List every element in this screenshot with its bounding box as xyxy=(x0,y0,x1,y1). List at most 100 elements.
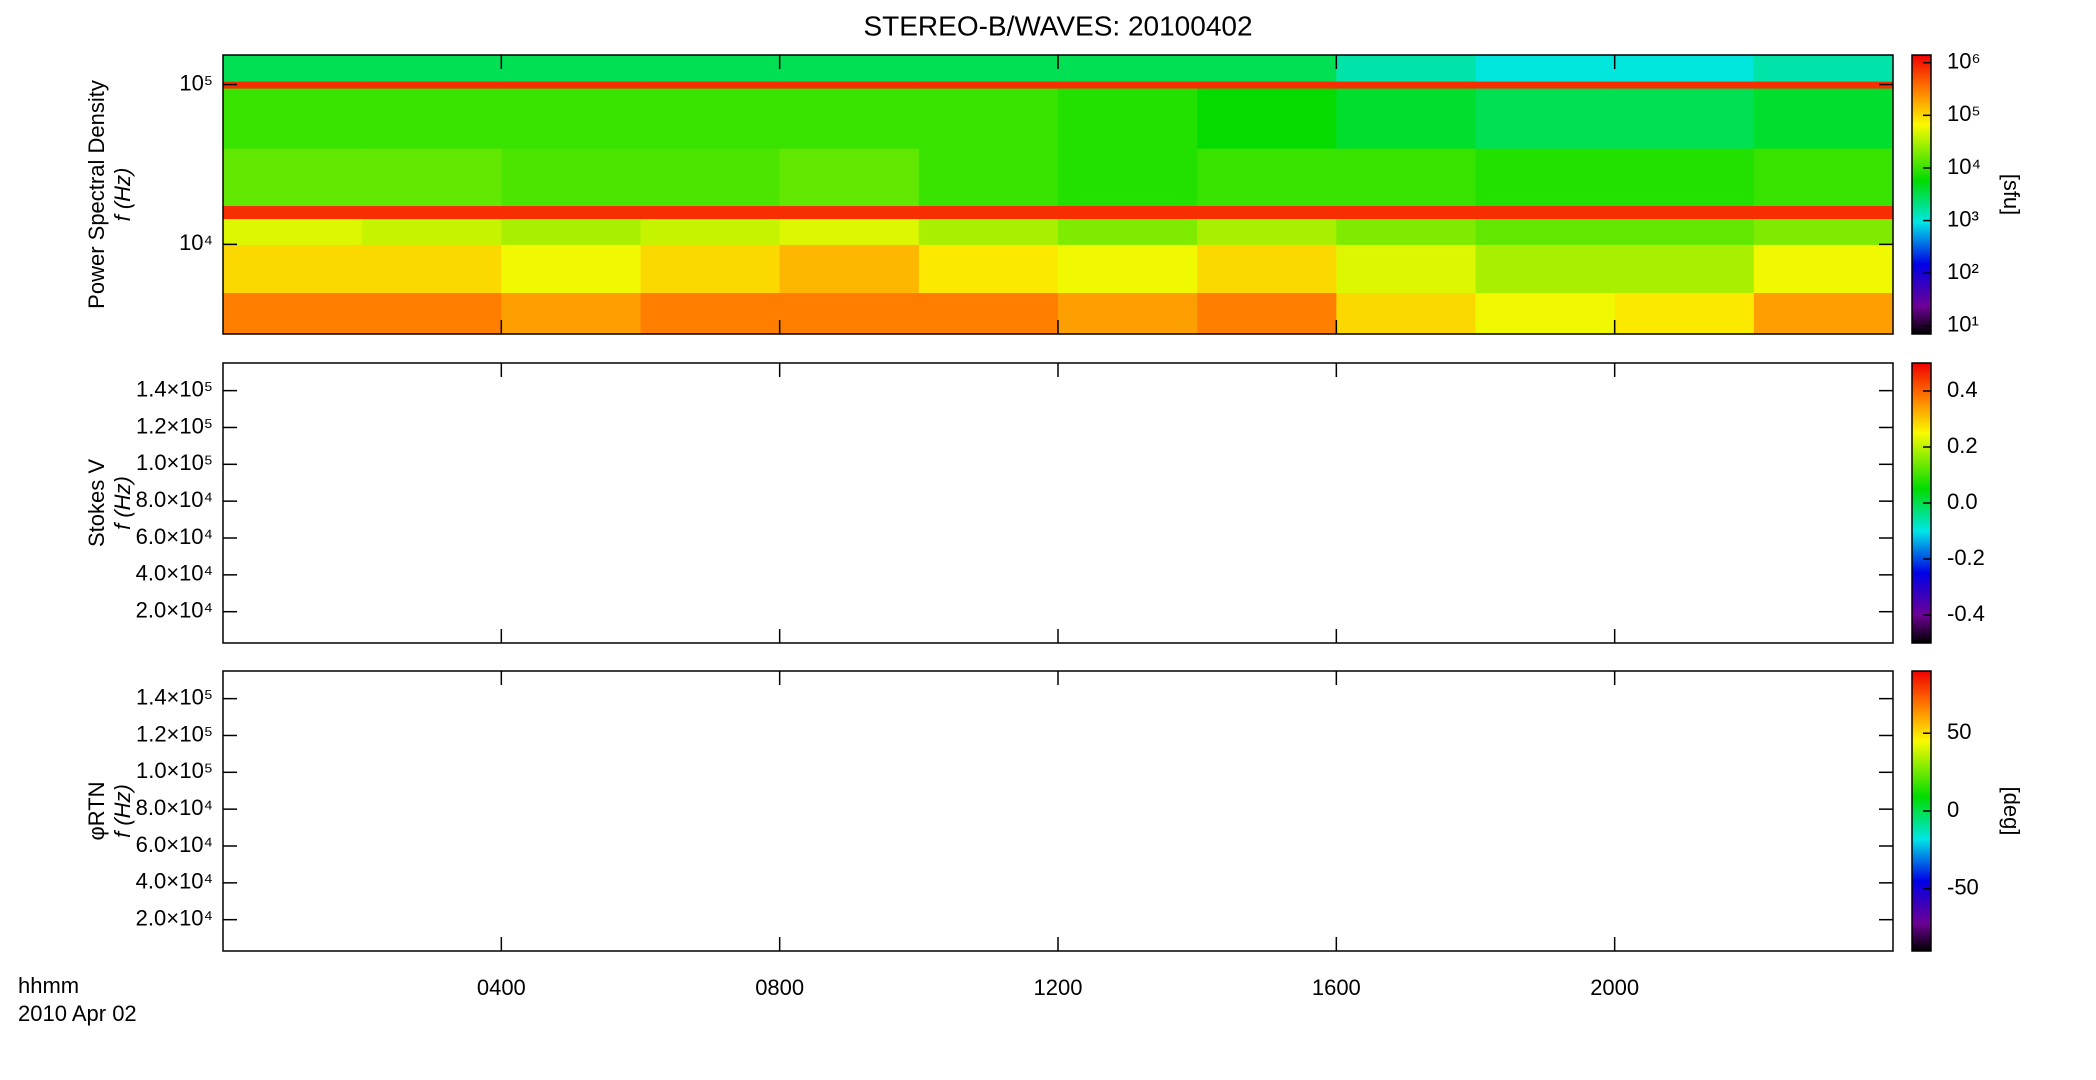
heatmap-cell xyxy=(223,292,363,335)
heatmap-cell xyxy=(1475,218,1616,245)
heatmap-cell xyxy=(918,244,1059,293)
heatmap-cell xyxy=(362,218,502,245)
heatmap-cell xyxy=(1336,218,1476,245)
y-tick-label: 6.0×10⁴ xyxy=(136,832,213,857)
heatmap-cell xyxy=(1197,205,1337,220)
heatmap-cell xyxy=(1753,218,1894,245)
colorbar-tick-label: -0.4 xyxy=(1947,601,1985,626)
y-tick-label: 1.4×10⁵ xyxy=(136,376,213,401)
y-tick-label: 8.0×10⁴ xyxy=(136,487,213,512)
heatmap-cell xyxy=(362,148,502,207)
heatmap-cell xyxy=(640,81,781,89)
heatmap-cell xyxy=(223,244,363,293)
heatmap-cell xyxy=(1336,244,1476,293)
heatmap-cell xyxy=(1197,55,1337,82)
y-tick-label: 4.0×10⁴ xyxy=(136,561,213,586)
y-axis-label: f (Hz) xyxy=(110,476,135,530)
heatmap-cell xyxy=(362,55,502,82)
heatmap-cell xyxy=(918,88,1059,149)
colorbar xyxy=(1911,54,1932,335)
chart-title: STEREO-B/WAVES: 20100402 xyxy=(863,10,1252,41)
heatmap-cell xyxy=(918,55,1059,82)
heatmap-cell xyxy=(1614,55,1755,82)
heatmap-cell xyxy=(1336,292,1476,335)
y-tick-label: 1.0×10⁵ xyxy=(136,450,213,475)
heatmap-cell xyxy=(1197,81,1337,89)
x-tick-label: 1600 xyxy=(1312,975,1361,1000)
colorbar-tick-label: 50 xyxy=(1947,719,1971,744)
heatmap-cell xyxy=(918,292,1059,335)
y-axis-label: f (Hz) xyxy=(110,168,135,222)
y-tick-label: 4.0×10⁴ xyxy=(136,869,213,894)
colorbar-tick-label: 10⁵ xyxy=(1947,101,1981,126)
heatmap-cell xyxy=(1336,88,1476,149)
heatmap-cell xyxy=(918,205,1059,220)
heatmap-cell xyxy=(1614,205,1755,220)
x-tick-label: 1200 xyxy=(1034,975,1083,1000)
colorbar-label: [deg] xyxy=(1999,787,2024,836)
heatmap-cell xyxy=(1753,292,1894,335)
heatmap-cell xyxy=(779,244,920,293)
heatmap-cell xyxy=(1614,81,1755,89)
y-tick-label: 1.0×10⁵ xyxy=(136,758,213,783)
heatmap-cell xyxy=(1058,218,1198,245)
heatmap-cell xyxy=(1058,148,1198,207)
heatmap-cell xyxy=(1475,55,1616,82)
heatmap-cell xyxy=(501,292,641,335)
heatmap-cell xyxy=(1475,148,1616,207)
heatmap-cell xyxy=(640,88,781,149)
heatmap-cell xyxy=(1058,88,1198,149)
heatmap-cell xyxy=(223,55,363,82)
heatmap-cell xyxy=(779,292,920,335)
y-tick-label: 10⁵ xyxy=(179,70,213,95)
y-axis-label: Power Spectral Density xyxy=(84,80,109,309)
heatmap-cell xyxy=(501,148,641,207)
heatmap-cell xyxy=(223,81,363,89)
heatmap-cell xyxy=(640,55,781,82)
y-tick-label: 1.2×10⁵ xyxy=(136,413,213,438)
heatmap-cell xyxy=(1614,88,1755,149)
y-tick-label: 2.0×10⁴ xyxy=(136,597,213,622)
colorbar-label: [sfu] xyxy=(1999,174,2024,216)
y-tick-label: 1.4×10⁵ xyxy=(136,684,213,709)
heatmap-cell xyxy=(501,55,641,82)
heatmap-cell xyxy=(1475,292,1616,335)
heatmap-cell xyxy=(1197,292,1337,335)
heatmap-cell xyxy=(223,205,363,220)
colorbar-tick-label: 0 xyxy=(1947,797,1959,822)
heatmap-cell xyxy=(1753,244,1894,293)
heatmap-cell xyxy=(223,148,363,207)
heatmap-cell xyxy=(362,81,502,89)
heatmap-cell xyxy=(501,205,641,220)
heatmap-cell xyxy=(1336,205,1476,220)
heatmap-cell xyxy=(1197,88,1337,149)
heatmap-cell xyxy=(223,218,363,245)
heatmap-cell xyxy=(1336,55,1476,82)
heatmap-cell xyxy=(1058,81,1198,89)
heatmap-cell xyxy=(362,244,502,293)
heatmap-cell xyxy=(1475,244,1616,293)
heatmap-cell xyxy=(640,244,781,293)
y-tick-label: 8.0×10⁴ xyxy=(136,795,213,820)
colorbar-tick-label: 10³ xyxy=(1947,206,1979,231)
heatmap-cell xyxy=(1197,148,1337,207)
heatmap-cell xyxy=(779,205,920,220)
y-tick-label: 2.0×10⁴ xyxy=(136,905,213,930)
heatmap-cell xyxy=(1753,148,1894,207)
heatmap-cell xyxy=(1753,205,1894,220)
heatmap-cell xyxy=(501,218,641,245)
heatmap-cell xyxy=(501,88,641,149)
heatmap-cell xyxy=(1058,55,1198,82)
heatmap-cell xyxy=(1058,205,1198,220)
x-axis-label: hhmm xyxy=(18,973,79,998)
colorbar-tick-label: 0.4 xyxy=(1947,377,1978,402)
heatmap-cell xyxy=(1058,292,1198,335)
heatmap-cell xyxy=(362,292,502,335)
y-tick-label: 6.0×10⁴ xyxy=(136,524,213,549)
heatmap-cell xyxy=(1475,88,1616,149)
heatmap-cell xyxy=(362,88,502,149)
heatmap-cell xyxy=(362,205,502,220)
heatmap-cell xyxy=(779,81,920,89)
x-axis-label: 2010 Apr 02 xyxy=(18,1001,137,1026)
y-tick-label: 10⁴ xyxy=(179,230,213,255)
